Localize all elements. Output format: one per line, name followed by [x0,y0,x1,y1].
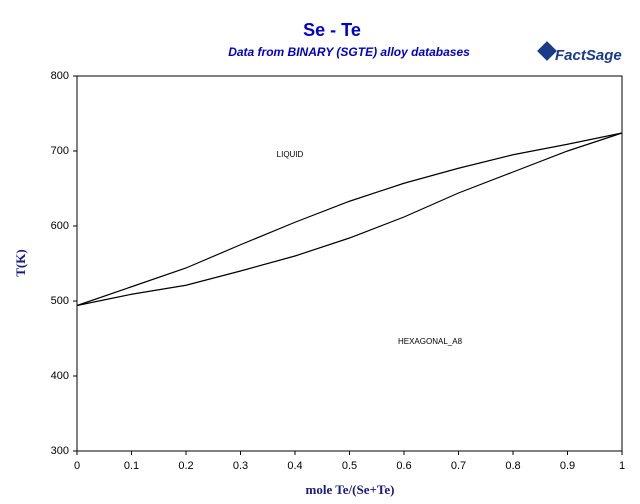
y-axis-label: T(K) [13,249,28,276]
x-tick-label: 0.6 [396,460,411,472]
phase-label: HEXAGONAL_A8 [398,337,463,346]
y-tick-label: 400 [51,370,69,382]
x-tick-label: 1 [619,460,625,472]
chart-subtitle: Data from BINARY (SGTE) alloy databases [228,45,470,59]
x-axis-label: mole Te/(Se+Te) [306,482,395,497]
x-tick-label: 0.1 [124,460,139,472]
x-tick-label: 0 [74,460,80,472]
y-tick-label: 500 [51,295,69,307]
y-tick-label: 600 [51,220,69,232]
y-tick-label: 800 [51,70,69,82]
y-tick-label: 300 [51,445,69,457]
x-tick-label: 0.3 [233,460,248,472]
phase-boundary [76,132,623,307]
x-tick-label: 0.7 [451,460,466,472]
x-tick-label: 0.4 [287,460,302,472]
phase-boundary [76,132,623,307]
x-tick-label: 0.5 [342,460,357,472]
x-tick-label: 0.2 [178,460,193,472]
logo: FactSage [555,47,622,64]
chart-title: Se - Te [303,20,361,40]
x-tick-label: 0.9 [560,460,575,472]
x-tick-label: 0.8 [505,460,520,472]
y-tick-label: 700 [51,145,69,157]
phase-label: LIQUID [277,150,304,159]
